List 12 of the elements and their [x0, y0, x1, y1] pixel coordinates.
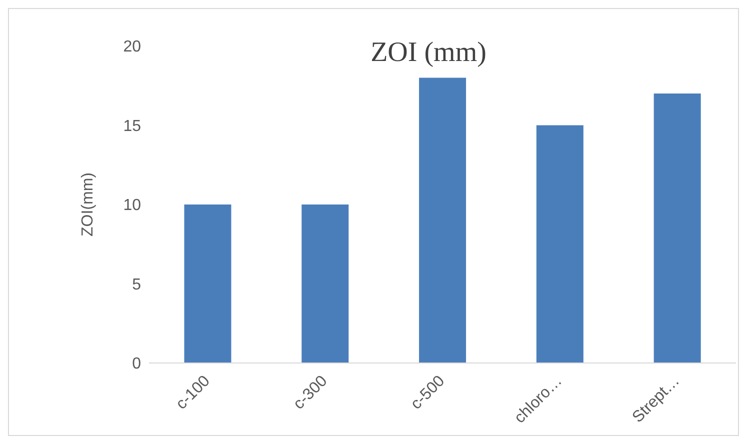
y-tick-label: 20 — [123, 38, 142, 56]
y-tick-label: 15 — [123, 118, 142, 135]
chart-title: ZOI (mm) — [370, 37, 486, 68]
bar — [536, 125, 584, 363]
bar — [184, 204, 232, 363]
bar — [419, 78, 466, 363]
bar — [654, 94, 701, 363]
y-axis-title: ZOI(mm) — [80, 172, 97, 236]
y-tick-label: 5 — [132, 276, 142, 294]
y-tick-label: 10 — [123, 197, 142, 214]
y-tick-label: 0 — [132, 356, 142, 373]
bar — [302, 204, 349, 363]
